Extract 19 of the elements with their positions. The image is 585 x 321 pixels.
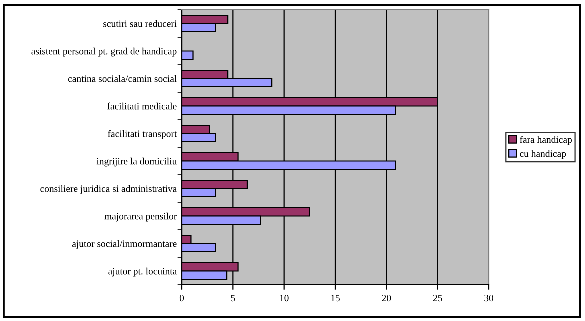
x-tick-label: 15 bbox=[331, 295, 340, 302]
legend-label: fara handicap bbox=[520, 136, 572, 146]
x-tick-label: 25 bbox=[433, 295, 442, 302]
y-tick-label: ajutor pt. locuinta bbox=[108, 268, 178, 277]
x-tick-label: 5 bbox=[231, 295, 236, 302]
y-tick-label: ingrijire la domiciliu bbox=[96, 158, 177, 167]
y-tick-label: cantina sociala/camin social bbox=[68, 75, 177, 82]
y-tick-label: facilitati medicale bbox=[108, 102, 177, 110]
x-tick-label: 20 bbox=[382, 295, 392, 302]
y-tick-label: scutiri sau reduceri bbox=[104, 20, 177, 28]
x-tick-label: 30 bbox=[484, 295, 494, 302]
y-tick-label: consiliere juridica si administrativa bbox=[40, 185, 178, 194]
legend-label: cu handicap bbox=[520, 150, 566, 160]
y-tick-label: facilitati transport bbox=[108, 130, 178, 140]
x-tick-label: 0 bbox=[180, 295, 184, 302]
y-tick-label: majorarea pensilor bbox=[104, 212, 178, 222]
y-tick-label: asistent personal pt. grad de handicap bbox=[32, 48, 177, 57]
y-tick-label: ajutor social/inmormantare bbox=[72, 240, 177, 250]
x-tick-label: 10 bbox=[280, 295, 289, 302]
